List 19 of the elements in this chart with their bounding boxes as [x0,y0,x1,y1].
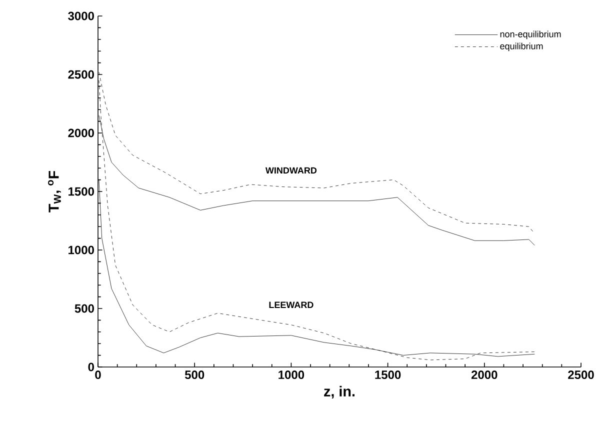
annotation: WINDWARD [265,167,317,174]
x-tick-label: 500 [184,370,204,380]
x-tick-label: 1000 [278,370,304,380]
x-tick-label: 1500 [375,370,401,380]
x-tick-label: 2500 [568,370,594,380]
y-tick-label: 0 [88,362,94,372]
x-tick-label: 0 [95,370,101,380]
y-tick-label: 500 [74,304,94,313]
y-tick-label: 2500 [68,70,94,79]
y-tick-label: 1000 [68,246,94,254]
y-tick-label: 3000 [68,12,94,20]
x-tick-label: 2000 [471,370,498,380]
y-axis-title: T$_{W}$, $^{o}$F [48,170,61,212]
y-tick-label: 2000 [68,128,94,138]
x-axis-title: z, in. [324,386,355,399]
y-tick-label: 1500 [68,187,94,196]
legend-label: equilibrium [500,42,543,52]
legend-label: non-equilibrium [500,30,561,40]
annotation: LEEWARD [269,302,314,308]
